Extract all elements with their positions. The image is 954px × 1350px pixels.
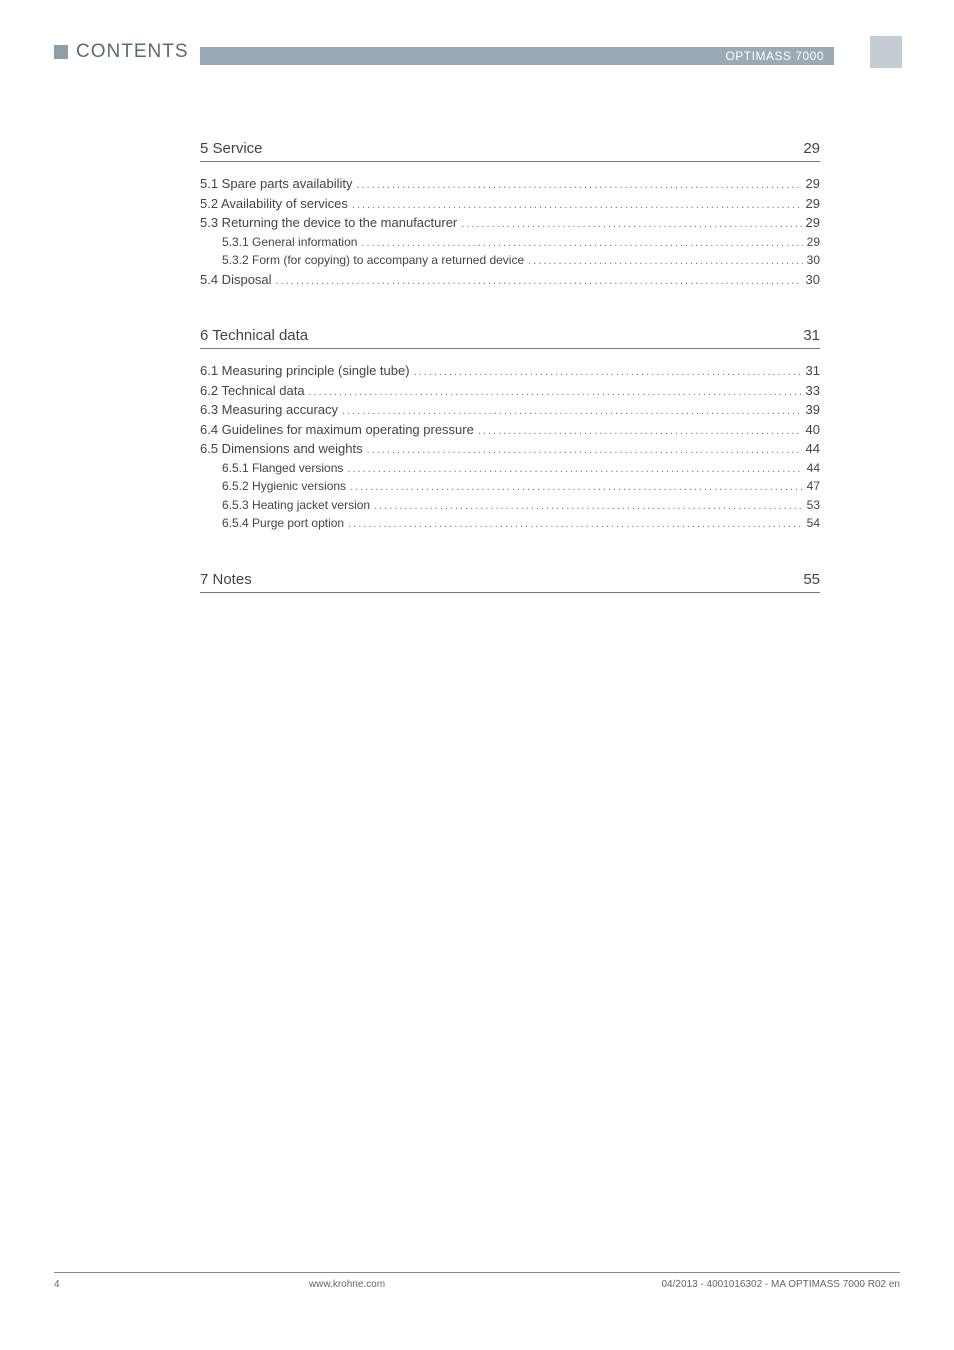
toc-entry-page: 44: [806, 439, 820, 459]
toc-leader: [350, 477, 803, 496]
toc-entry: 6.3 Measuring accuracy 39: [200, 400, 820, 420]
toc-leader: [342, 400, 802, 420]
toc-entry-label: 6.5 Dimensions and weights: [200, 439, 363, 459]
toc-content: 5 Service 29 5.1 Spare parts availability 2…: [200, 120, 820, 623]
toc-entry: 5.4 Disposal 30: [200, 270, 820, 290]
header-marker-icon: [54, 45, 68, 59]
toc-entry-page: 30: [807, 251, 820, 269]
toc-entry-label: 5.3.1 General information: [222, 233, 357, 251]
toc-entry-page: 40: [806, 420, 820, 440]
toc-entry-page: 53: [807, 496, 820, 514]
section-gap: [200, 605, 820, 623]
toc-entry-page: 29: [807, 233, 820, 251]
toc-section-title: 7 Notes: [200, 571, 252, 588]
side-marker-icon: [870, 36, 902, 68]
toc-entry-page: 33: [806, 381, 820, 401]
toc-section-title: 5 Service: [200, 140, 263, 157]
toc-entry: 6.5.2 Hygienic versions 47: [200, 477, 820, 496]
toc-entry-page: 29: [806, 213, 820, 233]
toc-section-body: 6.1 Measuring principle (single tube)316…: [200, 361, 820, 533]
page-header: CONTENTS OPTIMASS 7000: [0, 38, 954, 66]
toc-leader: [352, 194, 802, 214]
toc-entry: 6.5.3 Heating jacket version 53: [200, 496, 820, 515]
toc-entry-label: 6.5.4 Purge port option: [222, 514, 344, 532]
toc-entry: 6.5 Dimensions and weights 44: [200, 439, 820, 459]
toc-entry: 5.1 Spare parts availability 29: [200, 174, 820, 194]
toc-entry: 6.2 Technical data 33: [200, 381, 820, 401]
toc-section-body: 5.1 Spare parts availability295.2 Availa…: [200, 174, 820, 289]
header-title: CONTENTS: [76, 41, 189, 63]
toc-leader: [347, 459, 802, 478]
toc-entry-page: 29: [806, 194, 820, 214]
toc-entry: 5.2 Availability of services 29: [200, 194, 820, 214]
toc-entry-page: 54: [807, 514, 820, 532]
toc-entry-label: 6.2 Technical data: [200, 381, 305, 401]
toc-entry: 5.3.2 Form (for copying) to accompany a …: [200, 251, 820, 270]
toc-section-head: 6 Technical data 31: [200, 327, 820, 349]
toc-leader: [414, 361, 802, 381]
toc-entry: 6.5.4 Purge port option 54: [200, 514, 820, 533]
toc-entry-label: 5.1 Spare parts availability: [200, 174, 352, 194]
toc-entry-label: 6.5.1 Flanged versions: [222, 459, 343, 477]
toc-entry-label: 6.3 Measuring accuracy: [200, 400, 338, 420]
toc-section-page: 55: [803, 571, 820, 588]
toc-entry: 5.3.1 General information 29: [200, 233, 820, 252]
toc-leader: [461, 213, 801, 233]
toc-section-head: 5 Service 29: [200, 140, 820, 162]
toc-entry-page: 29: [806, 174, 820, 194]
toc-section-head: 7 Notes 55: [200, 571, 820, 593]
toc-leader: [361, 233, 802, 252]
header-bar: OPTIMASS 7000: [200, 47, 834, 65]
section-gap: [200, 289, 820, 307]
toc-entry-label: 6.4 Guidelines for maximum operating pre…: [200, 420, 474, 440]
toc-entry-label: 6.5.3 Heating jacket version: [222, 496, 370, 514]
footer-revision: 04/2013 - 4001016302 - MA OPTIMASS 7000 …: [580, 1279, 900, 1290]
toc-leader: [367, 439, 802, 459]
section-gap: [200, 533, 820, 551]
toc-entry: 5.3 Returning the device to the manufact…: [200, 213, 820, 233]
toc-leader: [348, 514, 803, 533]
page-footer: 4 www.krohne.com 04/2013 - 4001016302 - …: [54, 1272, 900, 1290]
toc-entry-label: 5.2 Availability of services: [200, 194, 348, 214]
product-name: OPTIMASS 7000: [725, 49, 824, 63]
toc-leader: [374, 496, 803, 515]
toc-entry-label: 5.3 Returning the device to the manufact…: [200, 213, 457, 233]
toc-entry-label: 5.4 Disposal: [200, 270, 272, 290]
toc-entry-page: 44: [807, 459, 820, 477]
toc-entry: 6.4 Guidelines for maximum operating pre…: [200, 420, 820, 440]
toc-entry-page: 31: [806, 361, 820, 381]
toc-entry-page: 30: [806, 270, 820, 290]
toc-leader: [276, 270, 802, 290]
footer-page-number: 4: [54, 1279, 114, 1290]
toc-section-page: 31: [803, 327, 820, 344]
toc-leader: [528, 251, 802, 270]
toc-leader: [478, 420, 802, 440]
toc-entry-label: 5.3.2 Form (for copying) to accompany a …: [222, 251, 524, 269]
toc-entry-label: 6.5.2 Hygienic versions: [222, 477, 346, 495]
document-page: CONTENTS OPTIMASS 7000 5 Service295.1 Sp…: [0, 0, 954, 1350]
toc-leader: [356, 174, 801, 194]
footer-site: www.krohne.com: [114, 1279, 580, 1290]
toc-entry-label: 6.1 Measuring principle (single tube): [200, 361, 410, 381]
toc-entry: 6.1 Measuring principle (single tube) 31: [200, 361, 820, 381]
toc-entry-page: 39: [806, 400, 820, 420]
toc-leader: [309, 381, 802, 401]
toc-entry-page: 47: [807, 477, 820, 495]
toc-section-title: 6 Technical data: [200, 327, 308, 344]
toc-entry: 6.5.1 Flanged versions 44: [200, 459, 820, 478]
toc-section-page: 29: [803, 140, 820, 157]
